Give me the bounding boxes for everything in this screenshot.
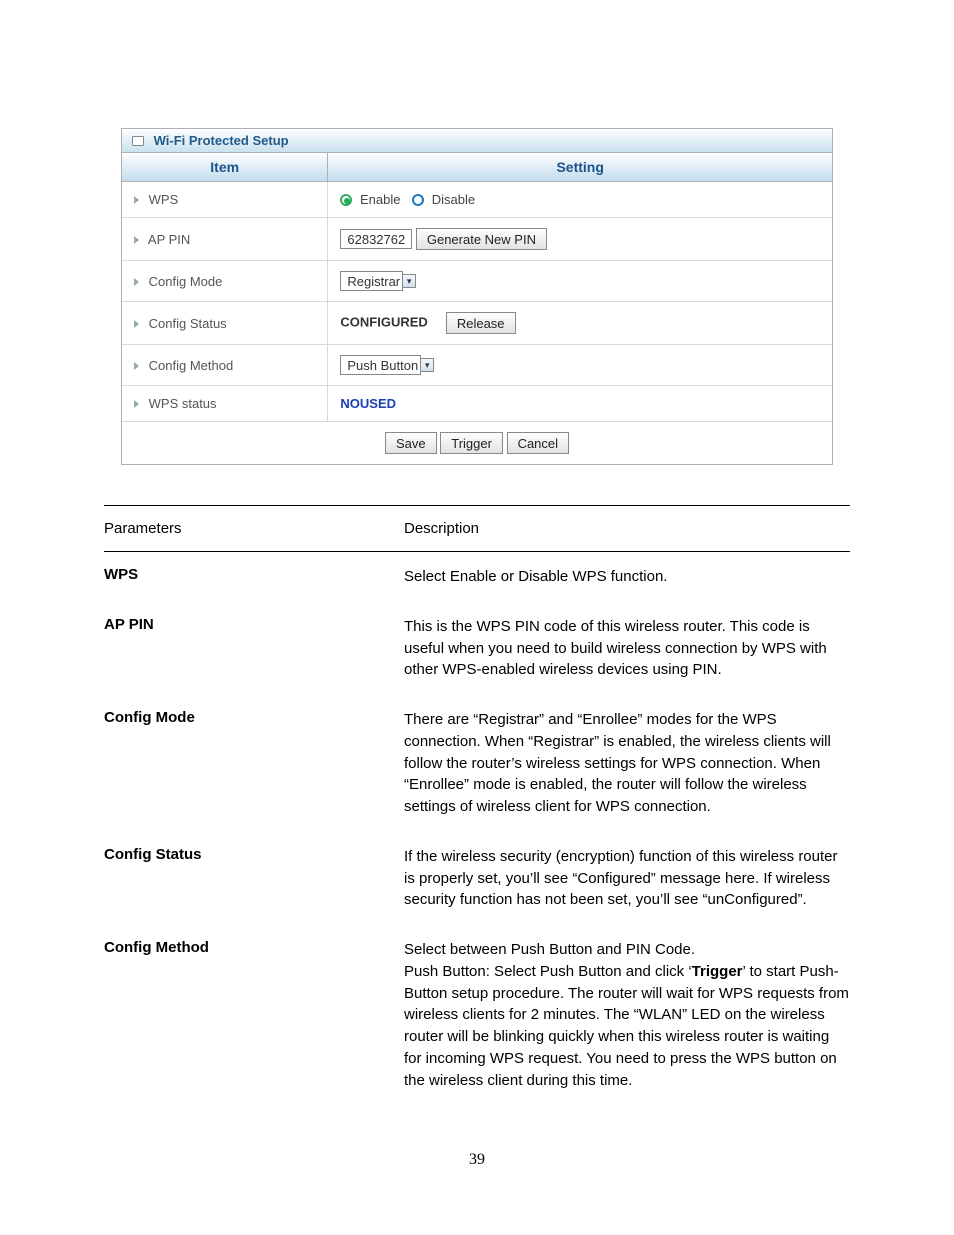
doc-header-desc: Description	[404, 506, 850, 552]
doc-desc: There are “Registrar” and “Enrollee” mod…	[404, 695, 850, 832]
doc-param: Config Mode	[104, 695, 404, 832]
panel-title: Wi-Fi Protected Setup	[154, 133, 289, 148]
bullet-icon	[134, 400, 139, 408]
doc-table: Parameters Description WPS Select Enable…	[104, 505, 850, 1105]
config-mode-select[interactable]: Registrar	[340, 271, 403, 291]
wps-enable-radio[interactable]	[340, 194, 352, 206]
row-setting-config-mode: Registrar ▾	[328, 261, 832, 302]
doc-desc: This is the WPS PIN code of this wireles…	[404, 602, 850, 695]
wps-panel: Wi-Fi Protected Setup Item Setting WPS	[121, 128, 833, 465]
row-setting-config-status: CONFIGURED Release	[328, 302, 832, 345]
doc-row: Config Method Select between Push Button…	[104, 925, 850, 1105]
page-number: 39	[100, 1151, 854, 1169]
doc-param: Config Method	[104, 925, 404, 1105]
save-button[interactable]: Save	[385, 432, 437, 454]
doc-row: Config Status If the wireless security (…	[104, 832, 850, 925]
trigger-button[interactable]: Trigger	[440, 432, 503, 454]
folder-icon	[132, 136, 144, 146]
chevron-down-icon[interactable]: ▾	[402, 274, 416, 288]
wps-status-value: NOUSED	[340, 396, 396, 411]
doc-param: AP PIN	[104, 602, 404, 695]
wps-disable-label: Disable	[432, 192, 475, 207]
bullet-icon	[134, 320, 139, 328]
row-label-config-method: Config Method	[122, 345, 328, 386]
row-label-ap-pin: AP PIN	[122, 218, 328, 261]
doc-param: Config Status	[104, 832, 404, 925]
cancel-button[interactable]: Cancel	[507, 432, 569, 454]
doc-param: WPS	[104, 552, 404, 602]
row-label-config-status: Config Status	[122, 302, 328, 345]
doc-row: Config Mode There are “Registrar” and “E…	[104, 695, 850, 832]
row-setting-wps: Enable Disable	[328, 182, 832, 218]
bullet-icon	[134, 362, 139, 370]
doc-row: WPS Select Enable or Disable WPS functio…	[104, 552, 850, 602]
config-table: Item Setting WPS Enable Disable	[122, 153, 832, 464]
row-setting-ap-pin: 62832762 Generate New PIN	[328, 218, 832, 261]
bullet-icon	[134, 196, 139, 204]
chevron-down-icon[interactable]: ▾	[420, 358, 434, 372]
ap-pin-value[interactable]: 62832762	[340, 229, 412, 249]
col-header-setting: Setting	[328, 153, 832, 182]
bullet-icon	[134, 236, 139, 244]
row-setting-wps-status: NOUSED	[328, 386, 832, 422]
release-button[interactable]: Release	[446, 312, 516, 334]
col-header-item: Item	[122, 153, 328, 182]
doc-row: AP PIN This is the WPS PIN code of this …	[104, 602, 850, 695]
panel-title-bar: Wi-Fi Protected Setup	[122, 129, 832, 153]
doc-desc: If the wireless security (encryption) fu…	[404, 832, 850, 925]
wps-disable-radio[interactable]	[412, 194, 424, 206]
doc-header-param: Parameters	[104, 506, 404, 552]
panel-footer: Save Trigger Cancel	[122, 422, 832, 465]
doc-desc: Select between Push Button and PIN Code.…	[404, 925, 850, 1105]
generate-pin-button[interactable]: Generate New PIN	[416, 228, 547, 250]
bullet-icon	[134, 278, 139, 286]
config-method-select[interactable]: Push Button	[340, 355, 421, 375]
row-setting-config-method: Push Button ▾	[328, 345, 832, 386]
wps-enable-label: Enable	[360, 192, 400, 207]
row-label-wps: WPS	[122, 182, 328, 218]
doc-desc: Select Enable or Disable WPS function.	[404, 552, 850, 602]
row-label-config-mode: Config Mode	[122, 261, 328, 302]
row-label-wps-status: WPS status	[122, 386, 328, 422]
config-status-value: CONFIGURED	[340, 314, 427, 329]
